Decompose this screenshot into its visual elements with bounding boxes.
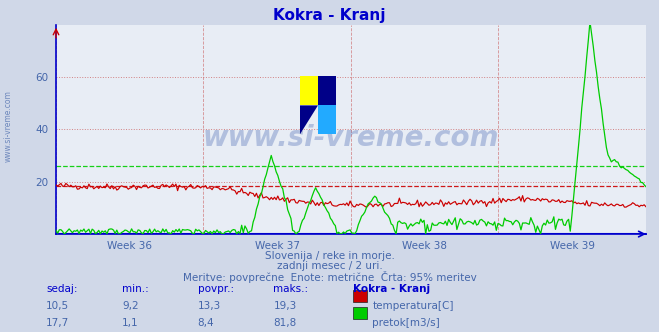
Text: 9,2: 9,2 — [122, 301, 138, 311]
Text: Week 38: Week 38 — [402, 241, 447, 251]
Text: www.si-vreme.com: www.si-vreme.com — [3, 90, 13, 162]
Text: pretok[m3/s]: pretok[m3/s] — [372, 318, 440, 328]
Text: sedaj:: sedaj: — [46, 284, 78, 294]
Text: Kokra - Kranj: Kokra - Kranj — [353, 284, 430, 294]
Polygon shape — [300, 106, 318, 134]
Text: Kokra - Kranj: Kokra - Kranj — [273, 8, 386, 23]
Text: 13,3: 13,3 — [198, 301, 221, 311]
Text: 10,5: 10,5 — [46, 301, 69, 311]
Text: min.:: min.: — [122, 284, 149, 294]
Polygon shape — [318, 76, 336, 106]
Text: maks.:: maks.: — [273, 284, 308, 294]
Text: Meritve: povprečne  Enote: metrične  Črta: 95% meritev: Meritve: povprečne Enote: metrične Črta:… — [183, 271, 476, 283]
Text: 81,8: 81,8 — [273, 318, 297, 328]
Text: Week 36: Week 36 — [107, 241, 152, 251]
Text: Slovenija / reke in morje.: Slovenija / reke in morje. — [264, 251, 395, 261]
Text: Week 39: Week 39 — [550, 241, 594, 251]
Text: 8,4: 8,4 — [198, 318, 214, 328]
Polygon shape — [300, 76, 318, 106]
Polygon shape — [318, 106, 336, 134]
Text: zadnji mesec / 2 uri.: zadnji mesec / 2 uri. — [277, 261, 382, 271]
Text: Week 37: Week 37 — [254, 241, 300, 251]
Text: www.si-vreme.com: www.si-vreme.com — [203, 124, 499, 152]
Text: 17,7: 17,7 — [46, 318, 69, 328]
Text: 1,1: 1,1 — [122, 318, 138, 328]
Text: temperatura[C]: temperatura[C] — [372, 301, 454, 311]
Text: povpr.:: povpr.: — [198, 284, 234, 294]
Text: 19,3: 19,3 — [273, 301, 297, 311]
